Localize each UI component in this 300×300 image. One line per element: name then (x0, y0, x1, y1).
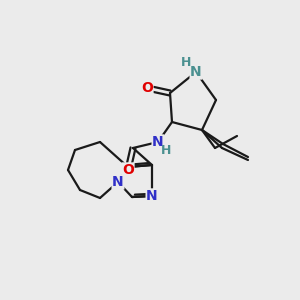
Text: N: N (152, 135, 164, 149)
Text: H: H (181, 56, 191, 70)
Text: N: N (146, 189, 158, 203)
Text: O: O (122, 163, 134, 177)
Text: H: H (161, 145, 171, 158)
Text: O: O (141, 81, 153, 95)
Text: N: N (112, 175, 124, 189)
Text: N: N (190, 65, 202, 79)
